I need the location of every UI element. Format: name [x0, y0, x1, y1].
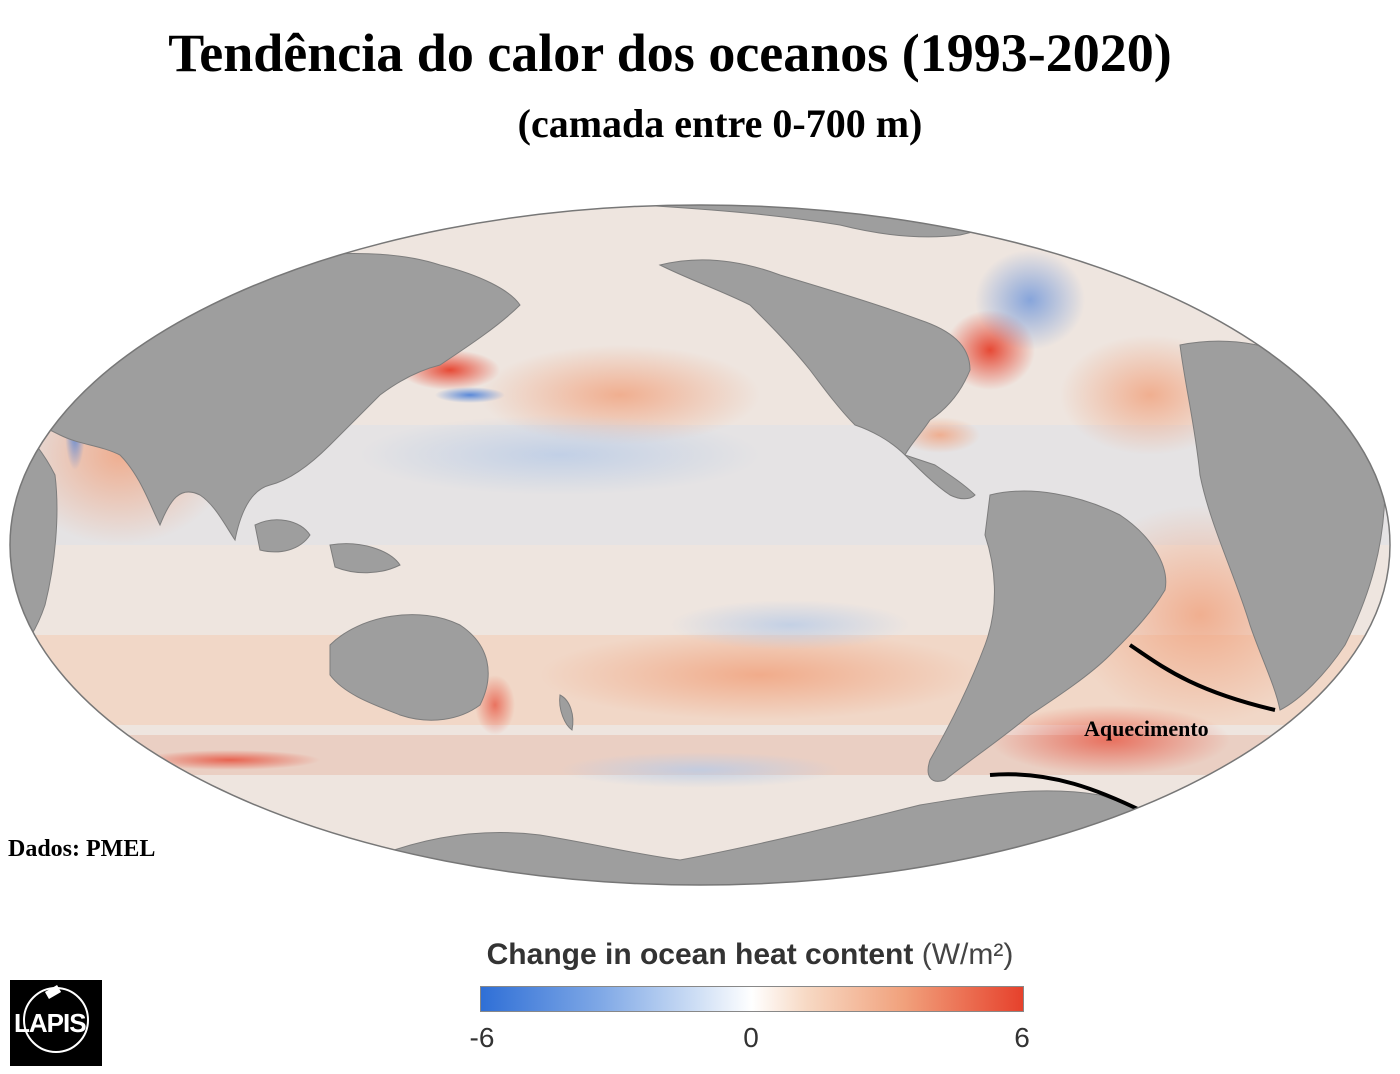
colorbar: [480, 986, 1024, 1012]
north-america-land: [658, 259, 971, 456]
satellite-icon: [23, 985, 89, 1053]
australia-land: [329, 614, 489, 721]
new-guinea-land: [329, 543, 401, 574]
warming-upper-line: [1128, 643, 1276, 712]
logo-text: LAPIS: [14, 1008, 87, 1038]
south-america-land: [927, 490, 1167, 782]
globe: [10, 205, 1390, 885]
subpolar-gyre-cool: [975, 250, 1085, 350]
tropical-pacific-cool: [360, 415, 760, 495]
south-atlantic-warm-hotspot: [990, 705, 1230, 775]
south-pacific-warm: [540, 630, 980, 720]
globe-outline: [9, 204, 1391, 886]
central-america-land: [904, 454, 976, 500]
legend-title: Change in ocean heat content (W/m²): [440, 938, 1060, 972]
kuroshio-cool-streak: [435, 387, 505, 403]
page-subtitle: (camada entre 0-700 m): [517, 101, 923, 146]
south-pacific-cool: [670, 600, 910, 650]
world-heat-map: [0, 195, 1400, 905]
warming-lower-line: [989, 772, 1151, 817]
warming-annotation: Aquecimento: [1084, 716, 1209, 741]
colorbar-max-label: 6: [1014, 1022, 1030, 1053]
new-zealand-land: [559, 694, 574, 731]
data-source-credit: Dados: PMEL: [8, 836, 156, 862]
borneo-land: [254, 519, 311, 553]
legend-name: Change in ocean heat content: [486, 938, 914, 971]
map-svg: [9, 204, 1391, 886]
southern-ocean-cool: [560, 752, 840, 788]
colorbar-mid-label: 0: [743, 1022, 759, 1053]
legend-unit: (W/m²): [921, 938, 1014, 971]
southern-ocean-warm-streak: [140, 750, 320, 770]
page-title: Tendência do calor dos oceanos (1993-202…: [168, 23, 1172, 83]
colorbar-min-label: -6: [469, 1022, 495, 1053]
lapis-logo: LAPIS: [10, 980, 102, 1066]
